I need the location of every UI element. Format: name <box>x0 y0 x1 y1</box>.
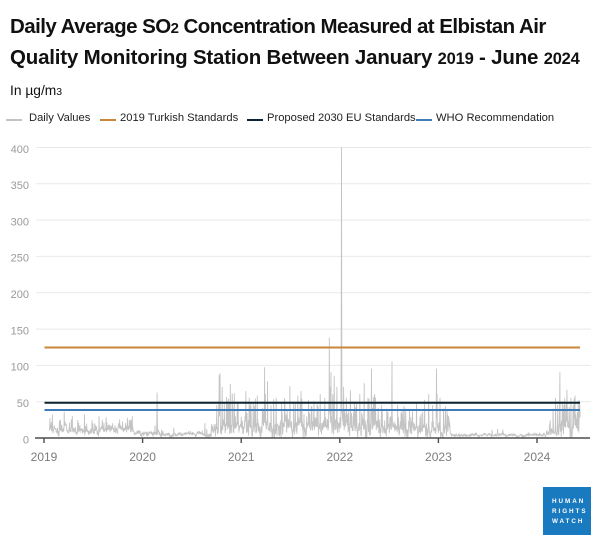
svg-text:2022: 2022 <box>326 450 353 464</box>
svg-text:2019: 2019 <box>31 450 58 464</box>
svg-text:2020: 2020 <box>129 450 156 464</box>
svg-text:2021: 2021 <box>228 450 255 464</box>
svg-text:2024: 2024 <box>524 450 551 464</box>
svg-text:200: 200 <box>11 289 29 301</box>
svg-text:300: 300 <box>11 216 29 228</box>
svg-text:50: 50 <box>17 398 29 410</box>
svg-text:150: 150 <box>11 325 29 337</box>
svg-text:250: 250 <box>11 253 29 265</box>
svg-text:0: 0 <box>23 434 29 446</box>
svg-text:100: 100 <box>11 362 29 374</box>
svg-text:2023: 2023 <box>425 450 452 464</box>
svg-text:400: 400 <box>11 144 29 156</box>
svg-text:350: 350 <box>11 180 29 192</box>
